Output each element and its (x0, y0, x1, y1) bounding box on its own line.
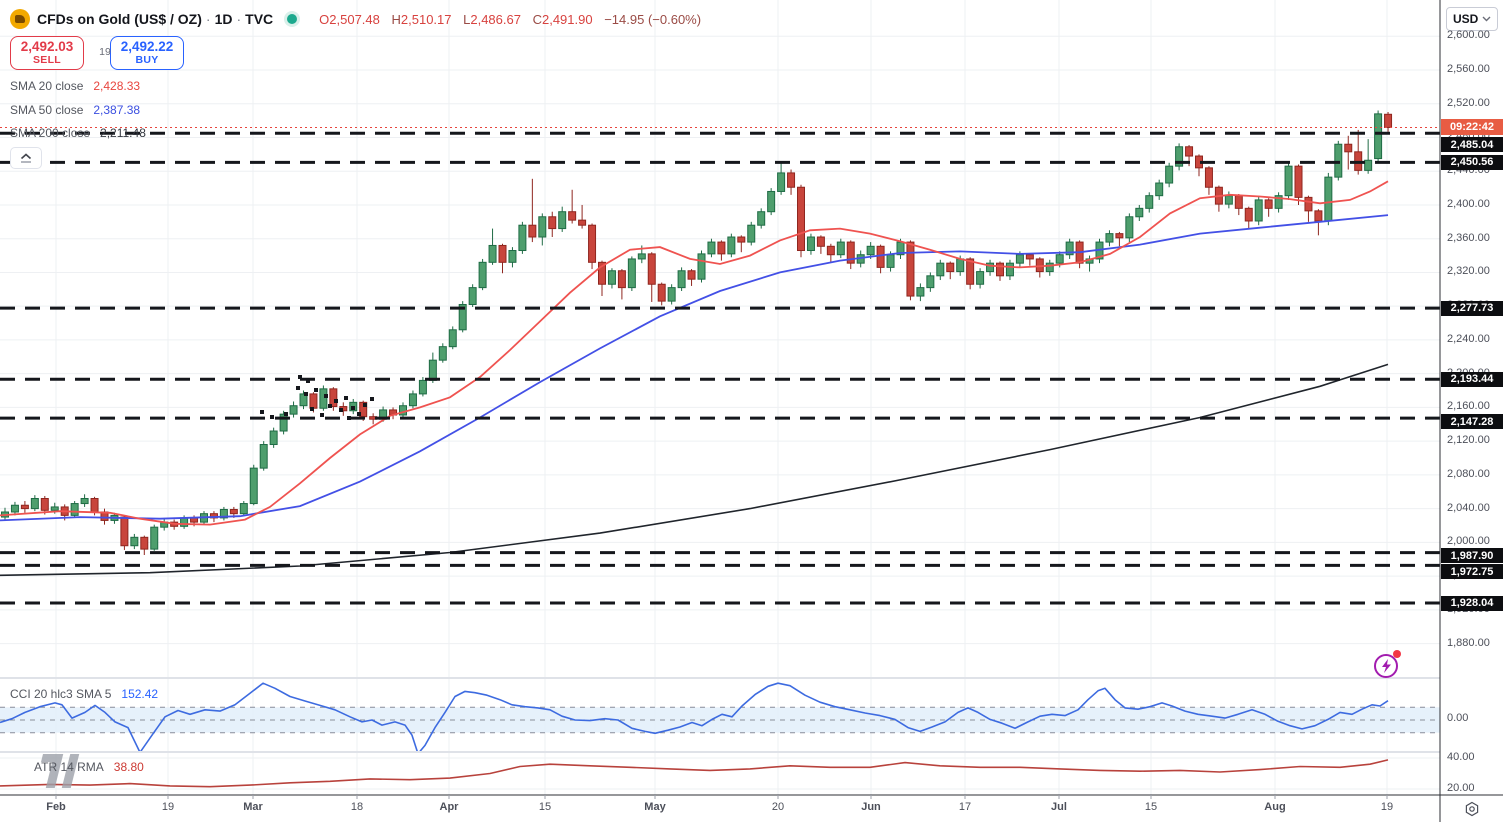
price-tick-label: 2,400.00 (1447, 197, 1490, 210)
price-tick-label: 2,320.00 (1447, 265, 1490, 278)
indicator-tick-label: 0.00 (1447, 712, 1469, 724)
lightning-bolt-button[interactable] (1372, 650, 1402, 680)
open-value: 2,507.48 (329, 11, 380, 27)
price-tick-label: 2,040.00 (1447, 501, 1490, 514)
ohlc-values: O2,507.48 H2,510.17 L2,486.67 C2,491.90 … (319, 11, 702, 27)
dotted-annotation[interactable] (260, 375, 374, 420)
time-axis[interactable]: Feb 19 Mar 18 Apr 15 May 20 Jun 17 Jul 15 Aug 19 (0, 795, 1503, 822)
chevron-down-icon (1482, 16, 1491, 22)
price-tick-label: 2,560.00 (1447, 63, 1490, 75)
atr-pane-legend[interactable]: ATR 14 RMA 38.80 (34, 760, 144, 774)
price-tick-label: 2,160.00 (1447, 400, 1490, 413)
support-resistance-levels[interactable] (0, 131, 1440, 605)
price-level-label: 2,147.28 (1441, 414, 1503, 429)
price-tick-label: 1,880.00 (1447, 636, 1490, 649)
time-axis-label[interactable]: 19 (161, 801, 175, 813)
atr-value: 38.80 (113, 760, 144, 774)
time-axis-label[interactable]: Mar (243, 801, 263, 813)
time-axis-label[interactable]: Apr (439, 801, 459, 813)
change-value: −14.95 (−0.60%) (604, 11, 702, 27)
buy-button[interactable]: 2,492.22 BUY (110, 36, 184, 70)
sell-button[interactable]: 2,492.03 SELL (10, 36, 84, 70)
time-axis-label[interactable]: 18 (350, 801, 364, 813)
price-level-label: 2,485.04 (1441, 137, 1503, 152)
price-level-label: 1,928.04 (1441, 595, 1503, 611)
market-status-icon[interactable] (287, 14, 298, 24)
close-value: 2,491.90 (541, 11, 593, 27)
countdown-label: 09:22:42 (1441, 119, 1503, 135)
sma200-value: 2,211.48 (100, 126, 146, 140)
sma50-line (0, 214, 1389, 522)
price-level-label: 1,987.90 (1441, 548, 1503, 563)
time-axis-label[interactable]: Jun (861, 801, 881, 813)
grid-lines (0, 0, 1440, 795)
price-tick-label: 2,360.00 (1447, 231, 1490, 244)
time-axis-label[interactable]: 19 (1380, 801, 1394, 813)
legend-sma20[interactable]: SMA 20 close 2,428.33 (10, 79, 141, 93)
price-tick-label: 2,080.00 (1447, 467, 1490, 480)
trade-panel: 2,492.03 SELL 2,492.22 BUY 19 (10, 36, 184, 70)
sma200-line (0, 363, 1389, 577)
price-tick-label: 2,240.00 (1447, 332, 1490, 345)
price-level-label: 2,450.56 (1441, 154, 1503, 170)
time-axis-label[interactable]: 15 (538, 801, 552, 813)
sma20-value: 2,428.33 (93, 79, 141, 93)
sma20-line (0, 180, 1389, 526)
time-axis-label[interactable]: 20 (771, 801, 785, 813)
time-axis-label[interactable]: 15 (1144, 801, 1158, 813)
time-axis-label[interactable]: Jul (1051, 801, 1067, 813)
cci-line (0, 682, 1389, 752)
symbol-title[interactable]: CFDs on Gold (US$ / OZ) · 1D · TVC (37, 11, 274, 27)
high-value: 2,510.17 (400, 11, 452, 27)
price-tick-label: 2,600.00 (1447, 29, 1490, 42)
exchange-label: TVC (245, 11, 274, 27)
indicator-tick-label: 40.00 (1447, 751, 1475, 763)
price-tick-label: 2,000.00 (1447, 535, 1490, 548)
time-axis-label[interactable]: 17 (958, 801, 972, 813)
time-axis-label[interactable]: May (644, 801, 666, 813)
candlestick-series (1, 110, 1393, 556)
cci-pane-legend[interactable]: CCI 20 hlc3 SMA 5 152.42 (10, 687, 159, 701)
price-level-label: 2,193.44 (1441, 371, 1503, 387)
spread-value: 19 (99, 46, 111, 58)
price-tick-label: 2,120.00 (1447, 434, 1490, 447)
collapse-indicators-button[interactable] (10, 147, 42, 169)
cci-value: 152.42 (121, 687, 159, 701)
atr-line (0, 759, 1389, 788)
currency-selector[interactable]: USD (1446, 7, 1498, 31)
interval-label: 1D (214, 11, 233, 27)
notification-dot (1393, 650, 1401, 658)
timezone-settings-icon[interactable] (1464, 801, 1480, 817)
low-value: 2,486.67 (470, 11, 521, 27)
time-axis-label[interactable]: Aug (1264, 801, 1286, 813)
legend-sma50[interactable]: SMA 50 close 2,387.38 (10, 103, 141, 117)
time-axis-label[interactable]: Feb (46, 801, 66, 813)
chevron-up-icon (20, 153, 32, 160)
price-axis[interactable]: USD 2,600.002,560.002,520.002,480.002,44… (1441, 0, 1503, 822)
price-tick-label: 2,520.00 (1447, 96, 1490, 109)
sma50-value: 2,387.38 (93, 103, 141, 117)
lightning-icon (1374, 654, 1398, 678)
symbol-header: CFDs on Gold (US$ / OZ) · 1D · TVC O2,507.48… (10, 8, 701, 30)
gold-symbol-icon (10, 9, 30, 29)
price-level-label: 2,277.73 (1441, 300, 1503, 316)
indicator-tick-label: 20.00 (1447, 782, 1475, 794)
price-level-label: 1,972.75 (1441, 564, 1503, 579)
legend-sma200[interactable]: SMA 200 close 2,211.48 (10, 126, 146, 140)
